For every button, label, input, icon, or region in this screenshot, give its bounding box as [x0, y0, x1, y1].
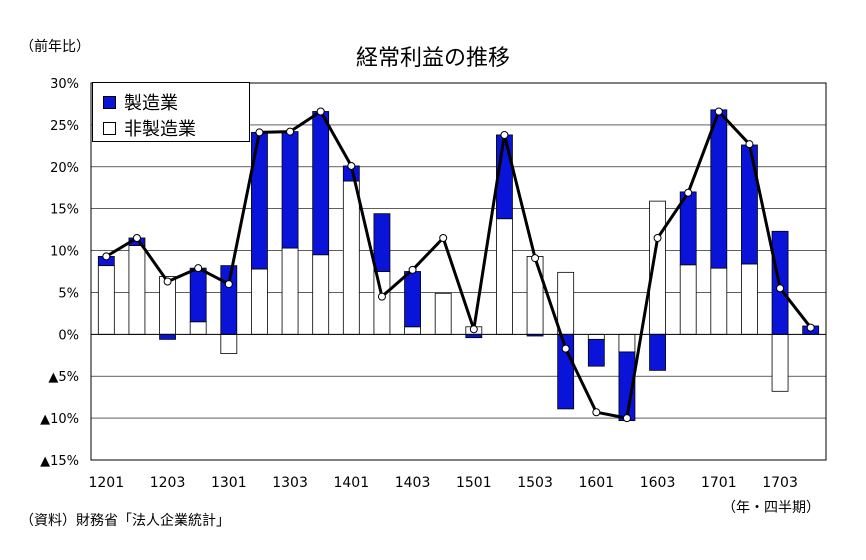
total-point — [561, 344, 570, 353]
bar-non-manufacturing — [771, 333, 789, 392]
total-point — [377, 292, 386, 301]
legend-swatch-non-manufacturing — [103, 121, 116, 135]
total-point — [316, 107, 325, 116]
bar-manufacturing — [281, 131, 299, 249]
y-tick-label: 0% — [58, 328, 79, 343]
total-point — [194, 264, 203, 273]
total-point — [224, 280, 233, 289]
x-tick-label: 1301 — [211, 475, 247, 491]
x-tick-label: 1303 — [272, 475, 308, 491]
legend-item-manufacturing: 製造業 — [103, 89, 178, 115]
y-tick-label: ▲5% — [48, 370, 79, 385]
total-point — [163, 277, 172, 286]
x-tick-label: 1403 — [395, 475, 431, 491]
total-point — [622, 414, 631, 423]
bar-non-manufacturing — [496, 218, 513, 335]
total-point — [745, 140, 754, 149]
plot-area — [90, 82, 827, 461]
bar-non-manufacturing — [618, 333, 636, 353]
y-tick-label: 10% — [50, 245, 79, 260]
bar-non-manufacturing — [710, 267, 728, 335]
bar-non-manufacturing — [251, 268, 268, 335]
bar-manufacturing — [159, 333, 176, 340]
legend-label-non-manufacturing: 非製造業 — [124, 119, 196, 140]
total-point — [255, 128, 264, 137]
bar-non-manufacturing — [189, 321, 207, 335]
total-point — [714, 107, 723, 116]
total-point — [102, 252, 111, 261]
bar-non-manufacturing — [97, 265, 115, 335]
y-tick-label: 20% — [50, 161, 79, 176]
bar-non-manufacturing — [342, 180, 360, 335]
x-tick-label: 1203 — [150, 475, 186, 491]
legend-label-manufacturing: 製造業 — [124, 93, 178, 114]
y-tick-label: 30% — [50, 77, 79, 92]
y-tick-label: 5% — [58, 286, 79, 301]
x-tick-label: 1401 — [333, 475, 369, 491]
bar-non-manufacturing — [404, 326, 421, 335]
bar-non-manufacturing — [557, 271, 575, 335]
x-axis-unit-label: （年・四半期） — [722, 500, 820, 516]
bar-non-manufacturing — [587, 333, 605, 340]
bar-manufacturing — [741, 144, 758, 265]
total-point — [776, 284, 785, 293]
chart-legend: 製造業 非製造業 — [92, 82, 250, 142]
legend-item-non-manufacturing: 非製造業 — [103, 115, 196, 141]
total-point — [469, 325, 478, 334]
bar-non-manufacturing — [312, 254, 330, 335]
x-tick-label: 1701 — [701, 475, 737, 491]
bar-manufacturing — [189, 267, 207, 323]
legend-swatch-manufacturing — [103, 95, 116, 109]
x-tick-label: 1703 — [762, 475, 798, 491]
bar-non-manufacturing — [220, 333, 238, 355]
total-point — [132, 233, 141, 242]
total-point — [806, 323, 815, 332]
total-point — [439, 233, 448, 242]
total-point — [592, 408, 601, 417]
bar-manufacturing — [710, 109, 728, 269]
total-point — [347, 161, 356, 170]
total-point — [684, 188, 693, 197]
bar-non-manufacturing — [373, 271, 391, 335]
y-tick-label: 25% — [50, 119, 79, 134]
bar-manufacturing — [373, 213, 391, 272]
bar-non-manufacturing — [741, 263, 758, 335]
bar-non-manufacturing — [679, 264, 697, 335]
x-tick-label: 1603 — [640, 475, 676, 491]
total-point — [531, 254, 540, 263]
source-note: （資料）財務省「法人企業統計」 — [20, 513, 230, 529]
y-tick-label: ▲15% — [40, 454, 79, 469]
bar-manufacturing — [404, 271, 421, 328]
bar-non-manufacturing — [434, 292, 452, 335]
chart-title: 経常利益の推移 — [355, 46, 510, 71]
bar-non-manufacturing — [281, 247, 299, 335]
bar-manufacturing — [465, 333, 483, 339]
bar-manufacturing — [312, 111, 330, 256]
total-point — [286, 127, 295, 136]
y-tick-label: ▲10% — [40, 412, 79, 427]
bar-manufacturing — [220, 265, 238, 335]
total-point — [653, 233, 662, 242]
total-point — [500, 130, 509, 139]
x-tick-label: 1601 — [578, 475, 614, 491]
y-tick-label: 15% — [50, 203, 79, 218]
bar-non-manufacturing — [128, 245, 146, 335]
x-tick-label: 1501 — [456, 475, 492, 491]
bar-non-manufacturing — [526, 256, 544, 335]
bar-manufacturing — [587, 338, 605, 367]
x-tick-label: 1201 — [88, 475, 124, 491]
bar-manufacturing — [649, 333, 666, 371]
y-axis-unit-label: （前年比） — [20, 39, 90, 55]
total-line — [105, 110, 812, 420]
x-tick-label: 1503 — [517, 475, 553, 491]
total-point — [408, 265, 417, 274]
